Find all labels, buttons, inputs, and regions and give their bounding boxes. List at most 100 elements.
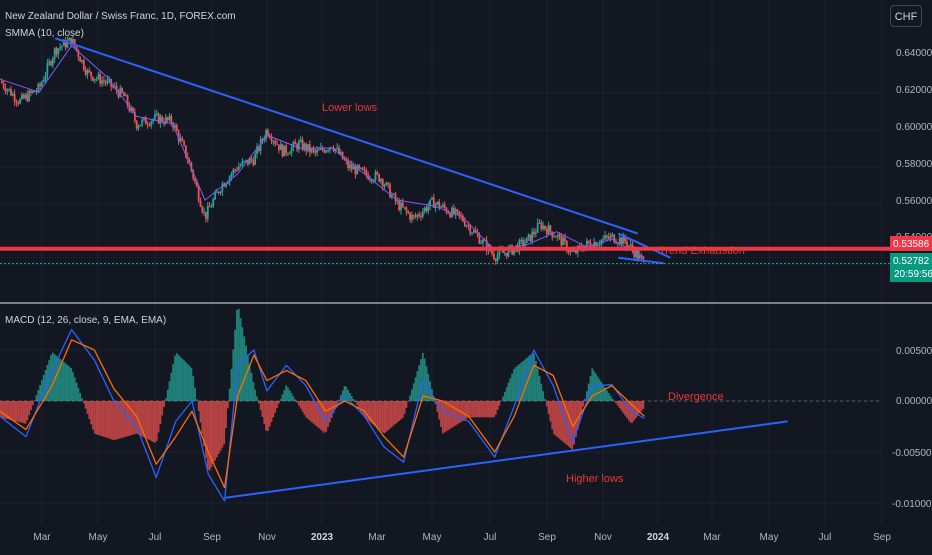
candle-body <box>562 237 565 246</box>
candle-body <box>217 191 220 194</box>
macd-histogram-bar <box>436 401 439 412</box>
last-price-text: 0.52782 <box>893 256 930 267</box>
macd-histogram-bar <box>347 389 350 401</box>
macd-histogram-bar <box>576 401 579 430</box>
candle-body <box>478 234 481 244</box>
candle-body <box>259 139 262 151</box>
macd-histogram-bar <box>215 401 218 458</box>
macd-histogram-bar <box>441 401 444 434</box>
candle-body <box>622 235 625 245</box>
candle-body <box>414 216 417 218</box>
candle-body <box>31 90 34 93</box>
candle-body <box>267 130 269 136</box>
macd-histogram-bar <box>403 401 406 414</box>
candle-body <box>97 74 100 79</box>
candle-body <box>2 83 5 88</box>
macd-histogram-bar <box>59 358 62 401</box>
macd-histogram-bar <box>232 349 235 401</box>
macd-histogram-bar <box>226 401 229 409</box>
macd-histogram-bar <box>416 371 419 401</box>
candle-body <box>299 139 302 142</box>
candle-body <box>358 165 360 169</box>
candle-body <box>239 165 242 167</box>
candle-body <box>150 121 153 126</box>
candle-body <box>81 60 83 62</box>
candle-body <box>536 222 539 233</box>
currency-button[interactable]: CHF <box>890 5 922 27</box>
time-tick: Nov <box>258 532 276 543</box>
candle-body <box>365 170 368 175</box>
macd-histogram-bar <box>217 401 220 455</box>
candle-body <box>177 131 180 141</box>
candle-body <box>75 46 78 51</box>
candle-body <box>276 143 278 145</box>
macd-histogram-bar <box>452 401 455 427</box>
candle-body <box>64 40 67 48</box>
candle-body <box>228 176 231 183</box>
macd-histogram-bar <box>4 401 7 419</box>
macd-histogram-bar <box>558 401 561 439</box>
candle-body <box>152 119 154 122</box>
candle-body <box>438 201 441 208</box>
candle-body <box>403 207 406 209</box>
candle-body <box>205 211 207 219</box>
candle-body <box>197 186 200 201</box>
macd-histogram-bar <box>372 401 375 425</box>
candle-body <box>17 102 20 104</box>
candle-body <box>496 255 499 261</box>
candle-body <box>642 256 645 260</box>
candle-body <box>383 185 386 187</box>
smma-legend[interactable]: SMMA (10, close) <box>5 28 84 39</box>
macd-histogram-bar <box>15 401 18 422</box>
macd-histogram-bar <box>536 368 539 401</box>
candle-body <box>117 90 120 97</box>
candle-body <box>188 160 191 163</box>
macd-legend[interactable]: MACD (12, 26, close, 9, EMA, EMA) <box>5 315 166 326</box>
macd-histogram-bar <box>491 401 493 418</box>
macd-histogram-bar <box>272 401 275 418</box>
macd-histogram-bar <box>68 366 71 401</box>
macd-histogram-bar <box>13 401 16 421</box>
time-axis[interactable]: Mar May Jul Sep Nov 2023 Mar May Jul Sep… <box>33 532 891 543</box>
candle-body <box>359 167 362 169</box>
candle-body <box>328 147 331 151</box>
macd-histogram-bar <box>0 401 3 418</box>
candle-body <box>522 239 524 247</box>
candle-body <box>502 250 504 253</box>
candle-body <box>549 225 552 232</box>
macd-histogram-bar <box>283 389 286 401</box>
macd-histogram-bar <box>99 401 102 436</box>
macd-histogram-bar <box>50 354 52 401</box>
annotation-trend-exhaustion: Trend Exhaustion <box>659 245 745 257</box>
macd-histogram-bar <box>148 401 151 441</box>
macd-histogram-bar <box>159 401 162 424</box>
candle-body <box>474 230 477 233</box>
candle-body <box>137 126 140 129</box>
macd-histogram-bar <box>108 401 111 439</box>
candle-body <box>609 235 612 239</box>
candle-body <box>70 37 72 46</box>
macd-histogram-bar <box>511 373 514 401</box>
macd-axis[interactable]: 0.00500 0.00000 -0.00500 -0.01000 <box>892 346 932 510</box>
candle-body <box>248 158 251 165</box>
macd-histogram-bar <box>554 401 557 436</box>
candle-body <box>347 160 350 169</box>
macd-histogram-bar <box>301 401 304 412</box>
macd-histogram-bar <box>456 401 459 425</box>
macd-histogram-bar <box>339 395 342 401</box>
candle-body <box>288 153 291 155</box>
macd-histogram-bar <box>327 401 329 428</box>
macd-histogram-bar <box>163 401 165 407</box>
candle-body <box>544 225 546 229</box>
candle-body <box>99 74 102 84</box>
macd-histogram-bar <box>383 401 386 434</box>
trendlines[interactable] <box>0 37 890 499</box>
macd-histogram-bar <box>462 401 464 421</box>
candle-body <box>425 207 428 212</box>
macd-histogram-bar <box>330 401 333 418</box>
candle-body <box>163 122 165 124</box>
macd-histogram-bar <box>350 395 353 401</box>
candle-body <box>534 232 537 234</box>
macd-tick: -0.01000 <box>892 499 932 510</box>
